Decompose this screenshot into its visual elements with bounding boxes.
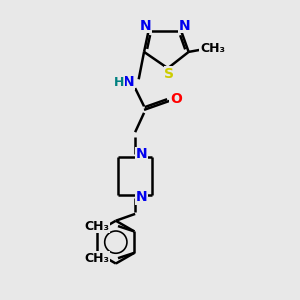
- Text: S: S: [164, 67, 174, 81]
- Text: N: N: [136, 190, 148, 204]
- Text: N: N: [178, 19, 190, 33]
- Text: CH₃: CH₃: [84, 252, 109, 265]
- Text: CH₃: CH₃: [200, 42, 225, 56]
- Text: O: O: [170, 92, 182, 106]
- Text: N: N: [123, 75, 134, 89]
- Text: N: N: [140, 19, 152, 33]
- Text: N: N: [136, 148, 148, 161]
- Text: CH₃: CH₃: [84, 220, 109, 232]
- Text: H: H: [114, 76, 124, 89]
